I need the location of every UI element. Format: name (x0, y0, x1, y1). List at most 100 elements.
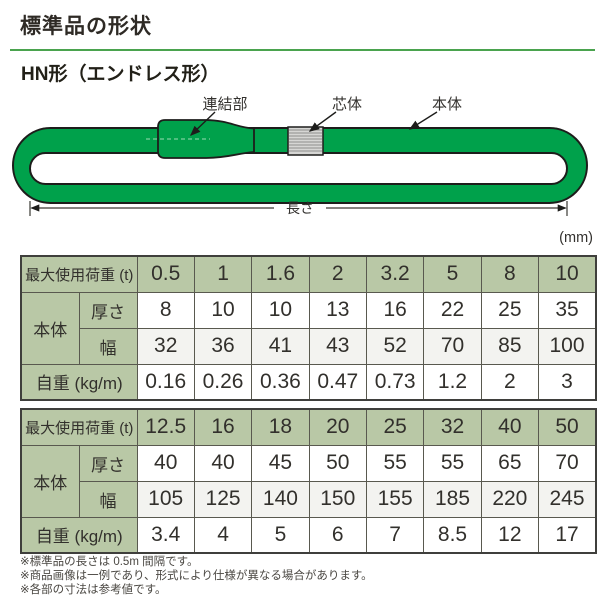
weight-value: 6 (308, 516, 367, 554)
footnote-line: ※標準品の長さは 0.5m 間隔です。 (20, 556, 199, 568)
weight-row-label: 自重 (kg/m) (20, 516, 138, 554)
sling-core (287, 126, 324, 156)
weight-value: 0.16 (136, 363, 195, 401)
spec-table-small-capacities: 最大使用荷重 (t) 0.5 1 1.6 2 3.2 5 8 10 本体 厚さ … (20, 255, 597, 401)
width-value: 125 (193, 480, 253, 518)
core-arrow (308, 111, 337, 132)
weight-value: 5 (251, 516, 310, 554)
thickness-value: 35 (538, 291, 597, 329)
capacity-value: 20 (308, 408, 367, 446)
spec-table-large-capacities: 最大使用荷重 (t) 12.5 16 18 20 25 32 40 50 本体 … (20, 408, 597, 554)
core-label: 芯体 (332, 96, 362, 113)
length-dimension (29, 201, 568, 216)
width-value: 150 (308, 480, 367, 518)
width-value: 185 (423, 480, 482, 518)
width-value: 245 (538, 480, 597, 518)
weight-row-label: 自重 (kg/m) (20, 363, 138, 401)
weight-value: 3.4 (136, 516, 195, 554)
sling-diagram: 連結部 芯体 本体 長さ (12, 96, 588, 216)
capacity-value: 8 (480, 255, 540, 293)
thickness-row: 本体 厚さ 8 10 10 13 16 22 25 35 (20, 291, 597, 365)
width-value: 32 (136, 327, 195, 365)
weight-row: 自重 (kg/m) 0.16 0.26 0.36 0.47 0.73 1.2 2… (20, 363, 597, 401)
footnotes: ※標準品の長さは 0.5m 間隔です。 ※商品画像は一例であり、形式により仕様が… (20, 555, 373, 597)
width-row-label: 幅 (78, 480, 138, 518)
capacity-value: 1 (193, 255, 253, 293)
capacity-value: 50 (538, 408, 597, 446)
body-row-label: 本体 (20, 291, 80, 365)
width-value: 85 (480, 327, 540, 365)
thickness-value: 8 (136, 291, 195, 329)
thickness-value: 13 (308, 291, 367, 329)
footnote-line: ※各部の寸法は参考値です。 (20, 584, 167, 596)
title-underline (10, 49, 595, 51)
unit-label-mm: (mm) (559, 230, 593, 246)
thickness-value: 10 (193, 291, 253, 329)
thickness-value: 40 (193, 444, 253, 482)
weight-value: 0.73 (365, 363, 425, 401)
thickness-value: 55 (423, 444, 482, 482)
section-heading: HN形（エンドレス形） (21, 64, 220, 85)
connector-label: 連結部 (202, 96, 247, 113)
capacity-value: 1.6 (251, 255, 310, 293)
width-value: 41 (251, 327, 310, 365)
weight-value: 17 (538, 516, 597, 554)
weight-value: 0.36 (251, 363, 310, 401)
connector-arrow (189, 111, 216, 136)
width-value: 220 (480, 480, 540, 518)
thickness-value: 25 (480, 291, 540, 329)
width-value: 155 (365, 480, 425, 518)
capacity-value: 12.5 (136, 408, 195, 446)
thickness-row: 本体 厚さ 40 40 45 50 55 55 65 70 (20, 444, 597, 518)
thickness-value: 10 (251, 291, 310, 329)
width-row: 幅 32 36 41 43 52 70 85 100 (21, 327, 597, 365)
body-arrow (408, 111, 438, 130)
capacity-header-label: 最大使用荷重 (t) (20, 255, 138, 293)
thickness-value: 50 (308, 444, 367, 482)
weight-value: 12 (480, 516, 540, 554)
capacity-value: 5 (423, 255, 482, 293)
capacity-value: 0.5 (136, 255, 195, 293)
weight-value: 7 (365, 516, 425, 554)
weight-value: 3 (538, 363, 597, 401)
width-row-label: 幅 (78, 327, 138, 365)
capacity-value: 16 (193, 408, 253, 446)
capacity-value: 10 (538, 255, 597, 293)
page-title: 標準品の形状 (20, 15, 152, 38)
body-row-label: 本体 (20, 444, 80, 518)
thickness-value: 70 (538, 444, 597, 482)
thickness-value: 65 (480, 444, 540, 482)
footnote-line: ※商品画像は一例であり、形式により仕様が異なる場合があります。 (20, 570, 373, 582)
weight-value: 8.5 (423, 516, 482, 554)
capacity-header-row: 最大使用荷重 (t) 12.5 16 18 20 25 32 40 50 (20, 408, 597, 446)
capacity-value: 40 (480, 408, 540, 446)
capacity-value: 18 (251, 408, 310, 446)
weight-row: 自重 (kg/m) 3.4 4 5 6 7 8.5 12 17 (20, 516, 597, 554)
capacity-value: 32 (423, 408, 482, 446)
thickness-value: 16 (365, 291, 425, 329)
capacity-header-label: 最大使用荷重 (t) (20, 408, 138, 446)
weight-value: 4 (193, 516, 253, 554)
weight-value: 2 (480, 363, 540, 401)
width-value: 43 (308, 327, 367, 365)
thickness-row-label: 厚さ (78, 444, 138, 482)
thickness-row-label: 厚さ (78, 291, 138, 329)
capacity-value: 2 (308, 255, 367, 293)
weight-value: 1.2 (423, 363, 482, 401)
width-value: 52 (365, 327, 425, 365)
thickness-value: 45 (251, 444, 310, 482)
width-value: 100 (538, 327, 597, 365)
thickness-value: 55 (365, 444, 425, 482)
width-value: 70 (423, 327, 482, 365)
weight-value: 0.47 (308, 363, 367, 401)
weight-value: 0.26 (193, 363, 253, 401)
capacity-value: 25 (365, 408, 425, 446)
width-value: 105 (136, 480, 195, 518)
sling-ring-hole (29, 152, 568, 185)
thickness-value: 40 (136, 444, 195, 482)
width-value: 36 (193, 327, 253, 365)
width-row: 幅 105 125 140 150 155 185 220 245 (21, 480, 597, 518)
width-value: 140 (251, 480, 310, 518)
thickness-value: 22 (423, 291, 482, 329)
